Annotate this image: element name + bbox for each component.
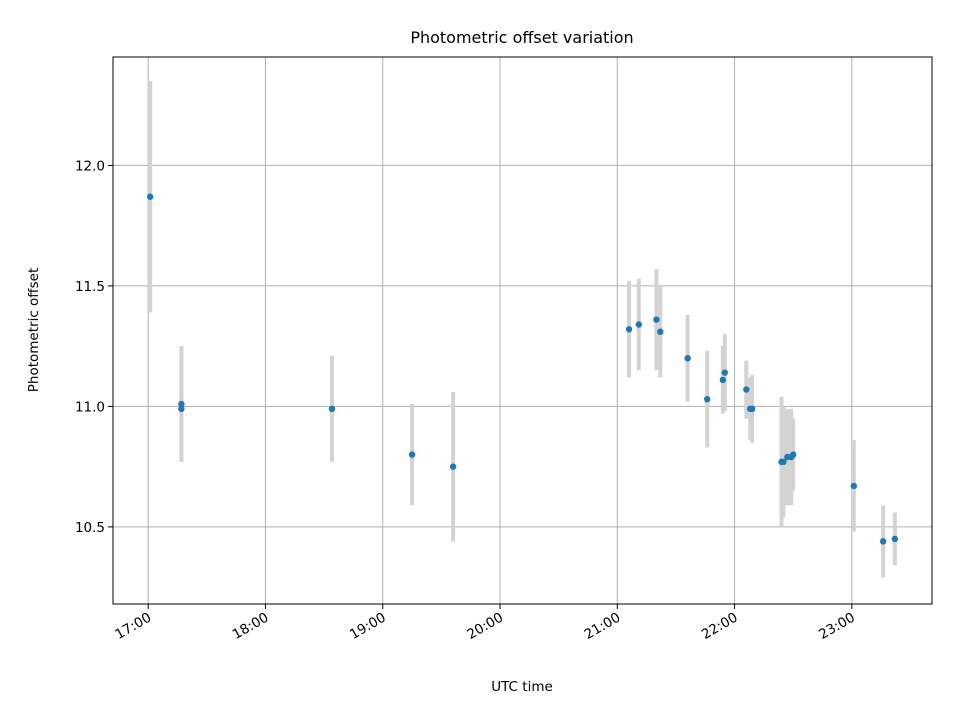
data-point [780, 458, 787, 466]
data-point [657, 328, 664, 335]
data-point [719, 376, 727, 384]
data-point [850, 482, 858, 490]
data-point [721, 369, 729, 376]
data-point [625, 326, 633, 333]
data-point [653, 316, 660, 323]
y-tick-label: 11.5 [75, 279, 105, 295]
data-point [684, 355, 691, 362]
data-point [635, 321, 643, 328]
data-points [146, 193, 899, 545]
data-point [178, 400, 185, 408]
chart-title: Photometric offset variation [410, 28, 633, 47]
grid [113, 57, 932, 604]
data-point [328, 405, 336, 413]
x-tick-label: 22:00 [699, 610, 741, 643]
x-tick-label: 21:00 [582, 610, 624, 643]
data-point [743, 386, 750, 393]
x-tick-label: 17:00 [112, 610, 154, 643]
data-point [449, 463, 457, 470]
y-tick-label: 10.5 [75, 520, 105, 536]
data-point [178, 405, 185, 413]
x-axis-label: UTC time [491, 679, 553, 695]
data-point [790, 451, 797, 458]
data-point [704, 395, 711, 403]
data-point [891, 535, 899, 543]
data-point [879, 538, 887, 545]
x-axis-ticks: 17:00 18:00 19:00 20:00 21:00 22:00 23:00 [112, 604, 858, 643]
x-tick-label: 20:00 [464, 610, 506, 643]
y-axis-ticks: 10.5 11.0 11.5 12.0 [75, 158, 113, 536]
y-tick-label: 12.0 [75, 158, 105, 174]
data-point [408, 451, 416, 458]
x-tick-label: 18:00 [230, 610, 272, 643]
data-point [748, 405, 756, 413]
data-point [146, 193, 154, 200]
error-bars [148, 81, 897, 578]
y-tick-label: 11.0 [75, 399, 105, 415]
x-tick-label: 19:00 [347, 610, 389, 643]
y-axis-label: Photometric offset [26, 268, 42, 392]
x-tick-label: 23:00 [816, 610, 858, 643]
plot-frame [112, 56, 933, 605]
